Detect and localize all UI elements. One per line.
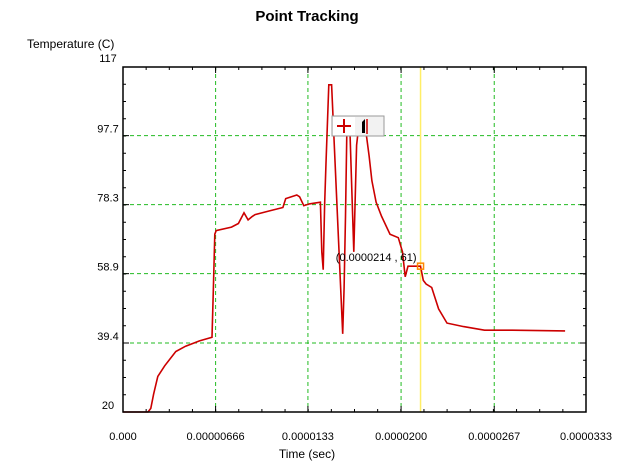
crosshair-icon[interactable] xyxy=(333,117,355,135)
tracker-marker[interactable] xyxy=(416,262,425,270)
x-tick-label: 0.000 xyxy=(109,431,137,443)
y-axis-label: Temperature (C) xyxy=(27,37,114,51)
y-tick-label: 39.4 xyxy=(97,331,118,343)
tracker-coordinate-label: (0.0000214 , 61) xyxy=(336,252,417,264)
plot-frame xyxy=(122,66,587,413)
crosshair-toolbar[interactable] xyxy=(331,115,385,137)
y-tick-label: 97.7 xyxy=(97,124,118,136)
x-tick-labels: 0.000 0.00000666 0.0000133 0.0000200 0.00002… xyxy=(109,431,612,443)
vertical-cursor-icon[interactable] xyxy=(362,119,368,134)
y-tick-label: 20 xyxy=(102,400,114,412)
grid-lines xyxy=(123,67,586,412)
y-tick-labels: 20 39.4 58.9 78.3 97.7 117 xyxy=(97,53,118,412)
x-axis-label: Time (sec) xyxy=(279,447,335,461)
series-line xyxy=(123,84,566,413)
x-tick-label: 0.0000133 xyxy=(282,431,334,443)
chart-title: Point Tracking xyxy=(255,8,358,25)
y-tick-label: 78.3 xyxy=(97,193,118,205)
x-tick-label: 0.00000666 xyxy=(187,431,245,443)
y-tick-label: 58.9 xyxy=(97,262,118,274)
y-tick-label: 117 xyxy=(99,53,117,65)
x-tick-label: 0.0000267 xyxy=(468,431,520,443)
x-tick-label: 0.0000200 xyxy=(375,431,427,443)
x-tick-label: 0.0000333 xyxy=(560,431,612,443)
